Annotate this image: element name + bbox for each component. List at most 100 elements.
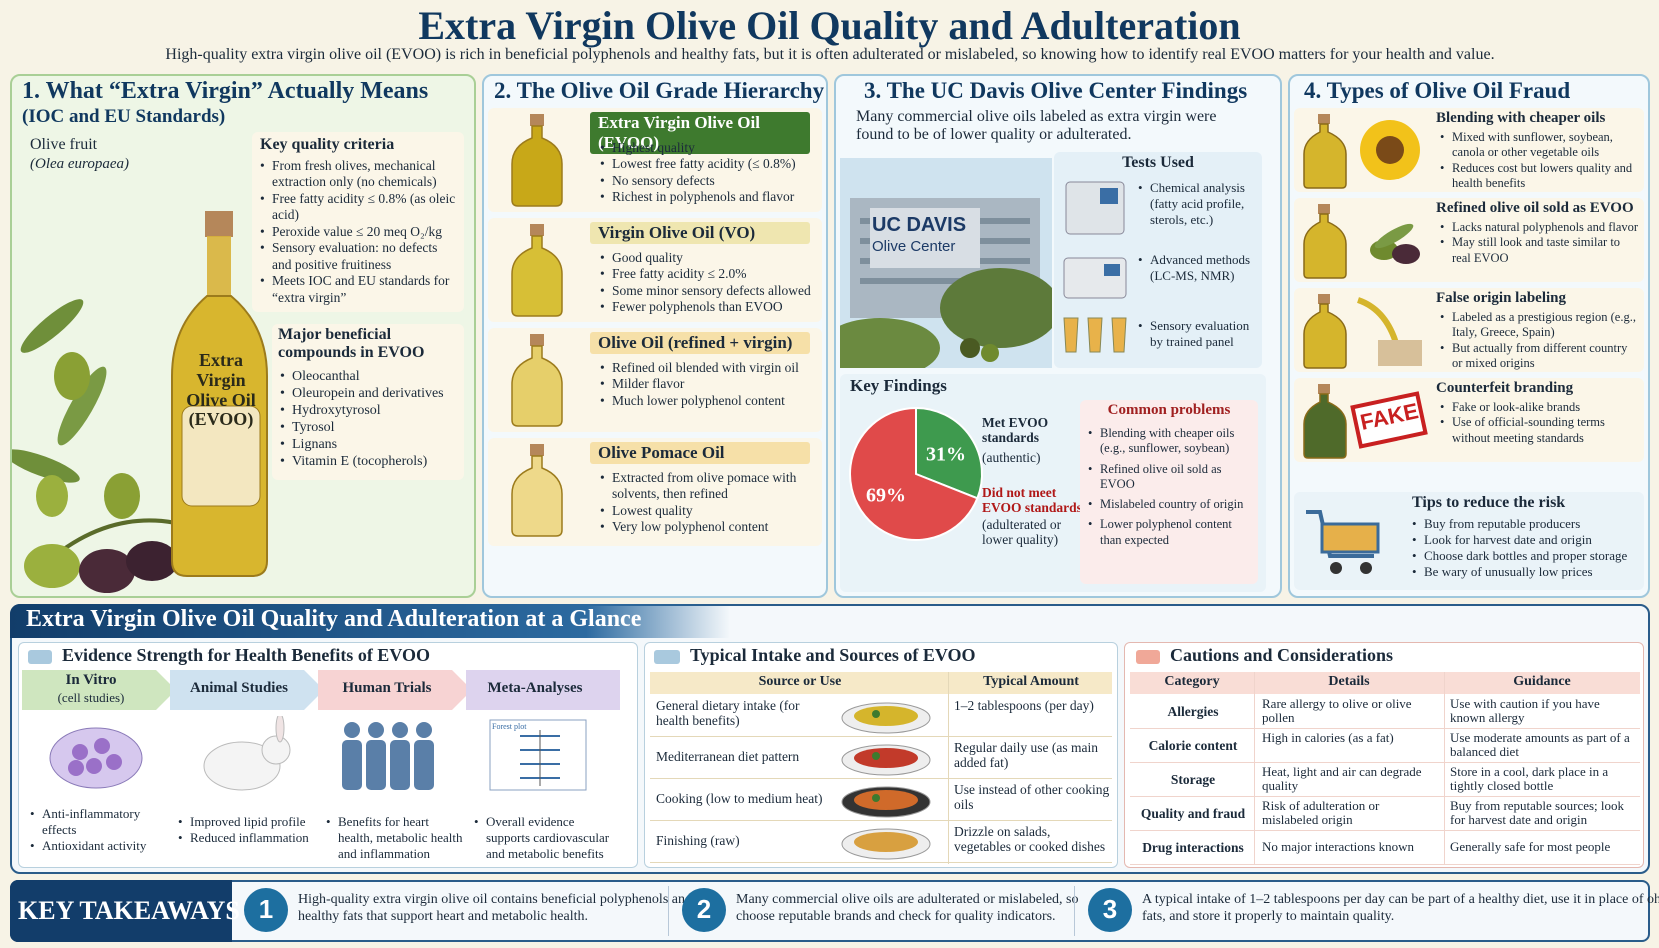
pie-slice <box>849 406 979 541</box>
intake-title-marker <box>654 650 680 664</box>
test-item: Sensory evaluation by trained panel <box>1138 318 1258 350</box>
key-quality-criteria-title: Key quality criteria <box>260 136 395 153</box>
evidence-step-findings: Improved lipid profileReduced inflammati… <box>178 814 316 846</box>
olive-center-sign: Olive Center <box>872 238 956 255</box>
fraud-type-details: Lacks natural polyphenols and flavorMay … <box>1440 220 1640 266</box>
key-findings-title: Key Findings <box>850 376 947 395</box>
cautions-header-category: Category <box>1164 674 1220 689</box>
fraud-type-card: False origin labeling Labeled as a presti… <box>1294 288 1644 372</box>
section-1-panel: 1. What “Extra Virgin” Actually Means (I… <box>10 74 476 598</box>
problem-item: Lower polyphenol content than expected <box>1088 517 1254 548</box>
grade-name: Olive Oil (refined + virgin) <box>590 332 810 354</box>
oil-bottle-icon <box>511 224 563 317</box>
intake-table: Source or Use Typical Amount General die… <box>650 672 1112 864</box>
intake-amount: Regular daily use (as main added fat) <box>954 740 1098 770</box>
evidence-finding-item: Reduced inflammation <box>178 830 316 846</box>
intake-title: Typical Intake and Sources of EVOO <box>690 645 976 665</box>
bottle-icon <box>171 211 268 577</box>
uc-davis-building-illustration <box>840 158 1052 368</box>
fraud-detail-item: But actually from different country or m… <box>1440 341 1640 372</box>
caution-category: Calorie content <box>1148 738 1238 753</box>
evidence-step-sub: (cell studies) <box>57 690 125 705</box>
grade-details-list: Extracted from olive pomace with solvent… <box>600 470 820 536</box>
cell-petri-dish-icon <box>49 727 143 789</box>
fake-stamp-icon <box>1303 384 1428 459</box>
grade-detail-item: Much lower polyphenol content <box>600 393 820 410</box>
met-standards-sub: (authentic) <box>982 450 1041 465</box>
pie-slice-label: 31% <box>926 444 966 466</box>
evidence-title-marker <box>28 650 52 664</box>
intake-col2-header: Typical Amount <box>983 674 1079 689</box>
section-4-panel: 4. Types of Olive Oil Fraud Blending wit… <box>1288 74 1650 598</box>
grade-detail-item: Lowest quality <box>600 503 820 520</box>
dark-olive-icons <box>79 541 178 593</box>
olive-fruit-latin: (Olea europaea) <box>30 156 129 172</box>
takeaway-divider <box>1074 886 1075 936</box>
caution-details: Risk of adulteration or mislabeled origi… <box>1262 798 1380 828</box>
bottle-label: Extra Virgin Olive Oil (EVOO) <box>186 350 256 430</box>
fraud-type-name: False origin labeling <box>1436 290 1567 306</box>
takeaway-number: 2 <box>696 894 712 924</box>
evidence-step-header <box>22 670 176 710</box>
grade-detail-item: Refined oil blended with virgin oil <box>600 360 820 377</box>
mediterranean-dish-icon <box>841 744 931 776</box>
tip-item: Choose dark bottles and proper storage <box>1412 548 1642 564</box>
caution-category: Quality and fraud <box>1140 806 1246 821</box>
caution-row <box>1130 764 1640 797</box>
section-3-title: 3. The UC Davis Olive Center Findings <box>864 78 1248 103</box>
caution-category: Allergies <box>1167 704 1219 719</box>
section-4-title: 4. Types of Olive Oil Fraud <box>1304 78 1571 103</box>
not-met-sub: (adulterated or lower quality) <box>982 517 1062 547</box>
fraud-detail-item: Mixed with sunflower, soybean, canola or… <box>1440 130 1640 161</box>
problem-item: Blending with cheaper oils (e.g., sunflo… <box>1088 426 1254 457</box>
fraud-type-details: Fake or look-alike brandsUse of official… <box>1440 400 1640 446</box>
section-3-intro: Many commercial olive oils labeled as ex… <box>856 108 1217 144</box>
compound-item: Oleocanthal <box>280 368 460 385</box>
sunflower-oil-icon <box>1303 114 1420 189</box>
intake-amount: Use instead of other cooking oils <box>954 782 1110 812</box>
caution-row <box>1130 832 1640 865</box>
caution-divider <box>1254 672 1255 864</box>
intake-amount: Drizzle on salads, vegetables or cooked … <box>954 824 1106 854</box>
caution-divider <box>1444 672 1445 864</box>
fraud-type-name: Blending with cheaper oils <box>1436 110 1606 126</box>
evidence-step-header <box>466 670 620 710</box>
tips-title: Tips to reduce the risk <box>1412 494 1566 511</box>
takeaway-number: 1 <box>258 894 274 924</box>
fraud-type-details: Labeled as a prestigious region (e.g., I… <box>1440 310 1640 371</box>
takeaways-label-box <box>10 880 232 942</box>
section-2-title: 2. The Olive Oil Grade Hierarchy <box>494 78 825 103</box>
fraud-type-name: Counterfeit branding <box>1436 380 1574 396</box>
evidence-finding-item: Overall evidence supports cardiovascular… <box>474 814 612 862</box>
caution-guidance: Generally safe for most people <box>1450 839 1611 854</box>
evidence-step-name: Meta-Analyses <box>487 680 583 696</box>
evidence-finding-item: Antioxidant activity <box>30 838 168 854</box>
caution-row <box>1130 798 1640 831</box>
intake-header-row <box>650 672 1112 694</box>
page-title: Extra Virgin Olive Oil Quality and Adult… <box>418 3 1241 48</box>
tips-card: Tips to reduce the risk Buy from reputab… <box>1294 492 1644 590</box>
evidence-finding-item: Benefits for heart health, metabolic hea… <box>326 814 464 862</box>
caution-guidance: Buy from reputable sources; look for har… <box>1450 798 1625 828</box>
cooking-pan-icon <box>841 786 931 818</box>
olive-oil-spoon-icon <box>841 702 931 734</box>
caution-guidance: Use moderate amounts as part of a balanc… <box>1450 730 1630 760</box>
grade-card: Extra Virgin Olive Oil (EVOO)Highest qua… <box>488 108 822 212</box>
glance-banner <box>10 604 730 638</box>
grade-detail-item: Lowest free fatty acidity (≤ 0.8%) <box>600 156 820 173</box>
tasting-glasses-icon <box>1063 317 1127 353</box>
beneficial-compounds-card: Major beneficial compounds in EVOO Oleoc… <box>272 324 464 480</box>
oil-bottle-icon <box>511 334 563 427</box>
tests-list: Chemical analysis (fatty acid profile, s… <box>1138 180 1258 350</box>
evidence-step-findings: Benefits for heart health, metabolic hea… <box>326 814 464 862</box>
caution-guidance: Store in a cool, dark place in a tightly… <box>1450 764 1609 794</box>
salad-plate-icon <box>841 828 931 860</box>
intake-row <box>650 696 1112 737</box>
caution-details: Rare allergy to olive or olive pollen <box>1262 696 1412 726</box>
evidence-finding-item: Anti-inflammatory effects <box>30 806 168 838</box>
evidence-title: Evidence Strength for Health Benefits of… <box>62 645 430 665</box>
key-quality-criteria-list: From fresh olives, mechanical extraction… <box>260 158 458 306</box>
grade-detail-item: Good quality <box>600 250 820 267</box>
page-subtitle: High-quality extra virgin olive oil (EVO… <box>165 46 1495 63</box>
